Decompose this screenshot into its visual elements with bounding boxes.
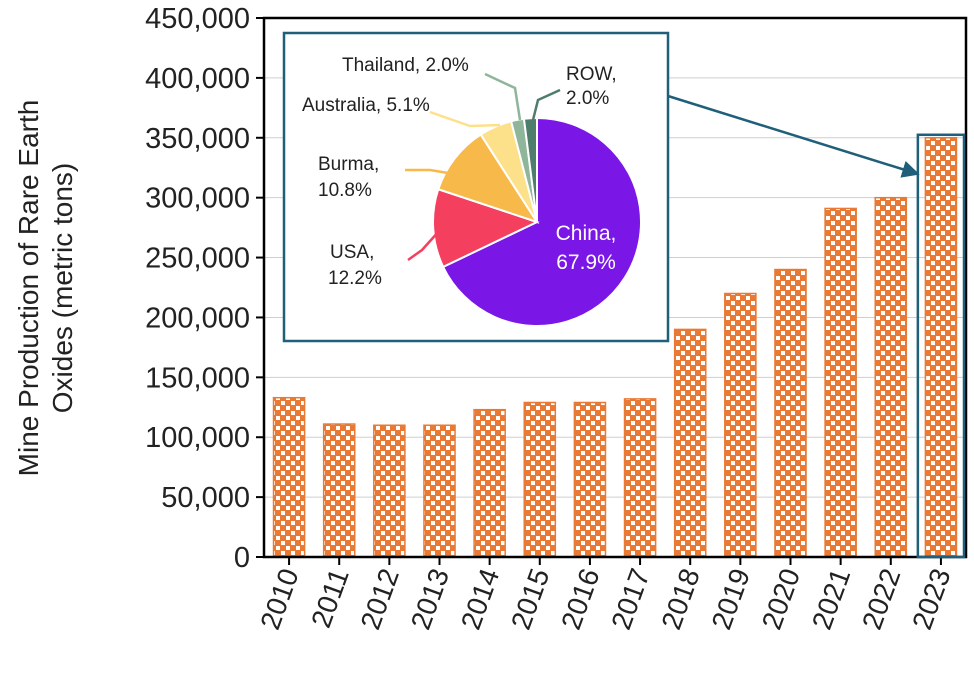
y-axis-label-line1: Mine Production of Rare Earth	[13, 100, 44, 477]
label-thailand: Thailand, 2.0%	[342, 55, 469, 76]
leader-usa	[407, 229, 441, 262]
label-australia: Australia, 5.1%	[302, 95, 430, 116]
pie-slice-row	[522, 116, 538, 223]
bar-2022	[874, 196, 908, 558]
y-tick-label: 100,000	[145, 422, 250, 454]
label-china-value: 67.9%	[556, 251, 616, 274]
x-tick-label: 2014	[455, 564, 505, 633]
y-tick-label: 400,000	[145, 63, 250, 95]
x-tick-label: 2019	[706, 564, 756, 633]
x-tick-label: 2013	[405, 564, 455, 633]
y-tick-label: 50,000	[161, 482, 250, 514]
bar-2021	[824, 207, 857, 558]
bar-2014	[473, 408, 506, 558]
y-tick-label: 300,000	[145, 183, 250, 215]
pie-inner-labels: China, 67.9%	[556, 222, 617, 274]
bar-2010	[272, 396, 306, 558]
bar-2012	[373, 424, 406, 558]
leader-burma	[405, 168, 461, 177]
bar-2016	[573, 401, 607, 558]
highlight-2023-box	[916, 133, 966, 559]
bar-2015	[523, 401, 557, 558]
y-axis-label-line2: Oxides (metric tons)	[47, 163, 78, 414]
x-tick-label: 2015	[505, 564, 555, 633]
leader-row	[531, 88, 561, 121]
leader-thailand	[484, 72, 522, 121]
pie-labels: Thailand, 2.0% ROW, 2.0% Australia, 5.1%…	[302, 55, 617, 289]
y-tick-label: 350,000	[145, 123, 250, 155]
bar-2017	[623, 398, 657, 558]
label-usa-value: 12.2%	[328, 268, 382, 289]
pie	[432, 116, 642, 327]
pie-slice-burma	[437, 133, 540, 224]
label-china: China,	[556, 222, 617, 245]
y-tick-label: 0	[234, 542, 250, 574]
bar-2011	[322, 423, 356, 558]
pie-slice-usa	[432, 187, 540, 269]
y-tick-label: 150,000	[145, 362, 250, 394]
bar-2019	[724, 292, 757, 558]
bars	[272, 137, 958, 558]
pie-slice-china	[441, 116, 642, 327]
bar-2020	[774, 268, 807, 558]
x-tick-label: 2010	[254, 564, 304, 633]
bar-2023	[924, 137, 958, 558]
callout-arrow	[667, 94, 920, 178]
label-row-value: 2.0%	[566, 88, 609, 109]
leader-australia	[429, 110, 501, 128]
x-tick-label: 2020	[756, 564, 806, 633]
bar-2013	[423, 424, 456, 558]
plot-frame	[262, 16, 968, 559]
bar-2018	[673, 328, 707, 558]
label-burma-value: 10.8%	[318, 180, 372, 201]
y-tick-labels: 0 50,000 100,000 150,000 200,000 250,000 300,0…	[145, 3, 264, 574]
x-tick-label: 2021	[806, 564, 856, 633]
y-tick-label: 200,000	[145, 302, 250, 334]
x-tick-label: 2012	[355, 564, 405, 633]
label-row: ROW,	[566, 64, 617, 85]
label-usa: USA,	[330, 242, 374, 263]
y-tick-label: 450,000	[145, 3, 250, 35]
x-tick-label: 2011	[305, 564, 355, 631]
pie-leader-lines	[405, 72, 561, 262]
x-tick-label: 2017	[605, 564, 655, 633]
y-tick-label: 250,000	[145, 243, 250, 275]
label-burma: Burma,	[318, 154, 379, 175]
x-tick-label: 2022	[856, 564, 906, 633]
x-tick-label: 2018	[655, 564, 705, 633]
x-tick-label: 2016	[555, 564, 605, 633]
x-tick-label: 2023	[906, 564, 956, 633]
x-tick-labels: 2010 2011 2012 2013 2014 2015 2016 2017 2018 2019…	[254, 557, 957, 634]
